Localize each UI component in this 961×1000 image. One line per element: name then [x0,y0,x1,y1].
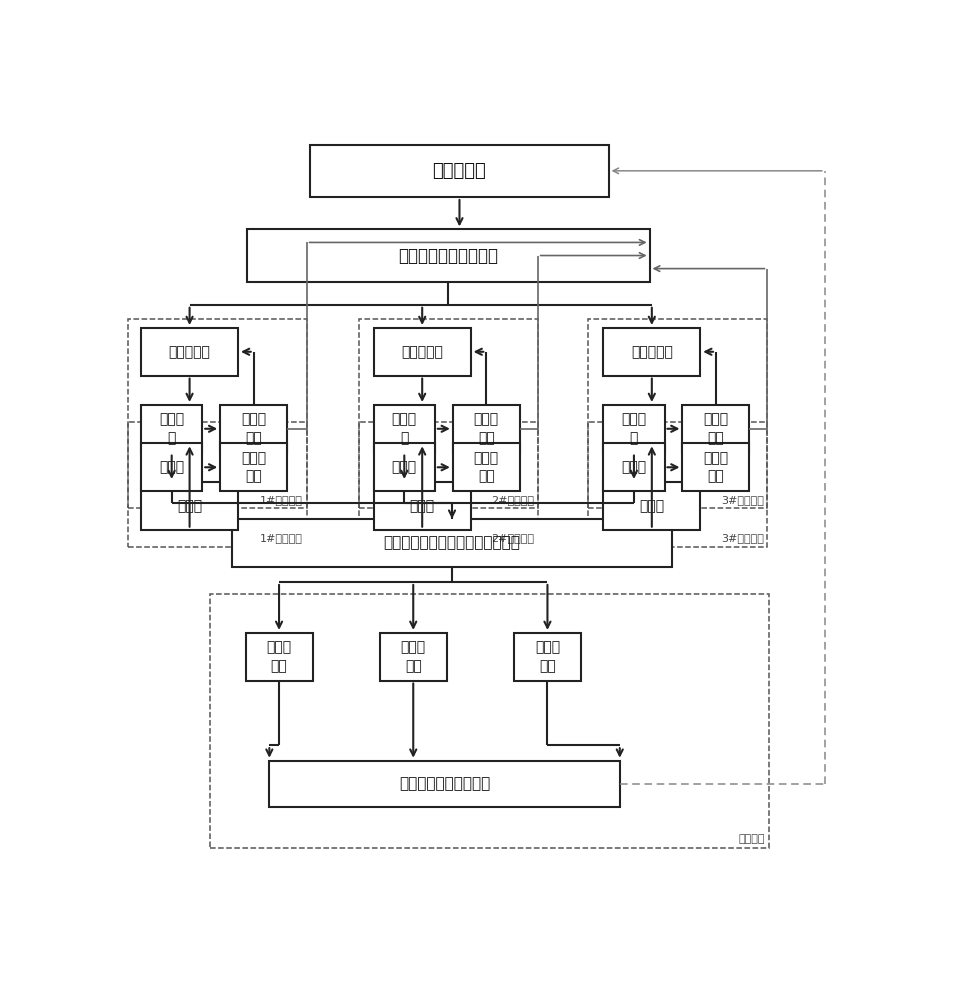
Text: 接近传
感器: 接近传 感器 [473,451,499,483]
FancyBboxPatch shape [141,405,202,453]
Text: 旋转编
码器: 旋转编 码器 [702,413,727,445]
FancyBboxPatch shape [220,443,287,491]
Text: 伺服电
机: 伺服电 机 [391,413,416,445]
FancyBboxPatch shape [603,405,664,453]
Text: 伺服驱动器: 伺服驱动器 [630,345,672,359]
FancyBboxPatch shape [453,443,519,491]
FancyBboxPatch shape [310,145,608,197]
Text: 减速器: 减速器 [639,499,664,513]
Text: 线尺传
感器: 线尺传 感器 [534,640,559,673]
Text: 伺服驱动器: 伺服驱动器 [401,345,443,359]
FancyBboxPatch shape [247,229,649,282]
FancyBboxPatch shape [373,328,470,376]
Text: 测量模块: 测量模块 [738,834,764,844]
Text: 接近传
感器: 接近传 感器 [241,451,266,483]
FancyBboxPatch shape [220,405,287,453]
Text: 平面三自由度柔性铰链并联机器人: 平面三自由度柔性铰链并联机器人 [383,535,520,550]
Text: 主动杆: 主动杆 [391,460,416,474]
Text: 3#驱动模块: 3#驱动模块 [720,534,763,544]
Text: 旋转编
码器: 旋转编 码器 [473,413,499,445]
Text: 主控工控机: 主控工控机 [432,162,486,180]
FancyBboxPatch shape [603,328,700,376]
FancyBboxPatch shape [380,633,446,681]
Text: 主动杆: 主动杆 [159,460,185,474]
Text: 线尺传
感器: 线尺传 感器 [266,640,291,673]
FancyBboxPatch shape [141,443,202,491]
FancyBboxPatch shape [269,761,619,807]
Text: 伺服电
机: 伺服电 机 [621,413,646,445]
FancyBboxPatch shape [141,328,237,376]
Text: 1#限位模块: 1#限位模块 [259,495,303,505]
FancyBboxPatch shape [373,443,434,491]
FancyBboxPatch shape [603,482,700,530]
FancyBboxPatch shape [513,633,580,681]
Text: 线尺传
感器: 线尺传 感器 [401,640,426,673]
FancyBboxPatch shape [373,482,470,530]
FancyBboxPatch shape [232,519,671,567]
Text: 可编程多轴运动控制器: 可编程多轴运动控制器 [398,247,498,265]
FancyBboxPatch shape [141,482,237,530]
FancyBboxPatch shape [373,405,434,453]
Text: 1#驱动模块: 1#驱动模块 [259,534,303,544]
Text: 旋转编
码器: 旋转编 码器 [241,413,266,445]
Text: 伺服驱动器: 伺服驱动器 [168,345,210,359]
FancyBboxPatch shape [681,443,749,491]
Text: 2#限位模块: 2#限位模块 [490,495,533,505]
Text: 2#驱动模块: 2#驱动模块 [490,534,533,544]
Text: 线尺传感器数据采集板: 线尺传感器数据采集板 [399,776,490,791]
FancyBboxPatch shape [681,405,749,453]
FancyBboxPatch shape [453,405,519,453]
Text: 减速器: 减速器 [409,499,434,513]
FancyBboxPatch shape [245,633,312,681]
Text: 主动杆: 主动杆 [621,460,646,474]
Text: 伺服电
机: 伺服电 机 [159,413,185,445]
Text: 减速器: 减速器 [177,499,202,513]
Text: 接近传
感器: 接近传 感器 [702,451,727,483]
Text: 3#限位模块: 3#限位模块 [720,495,763,505]
FancyBboxPatch shape [603,443,664,491]
